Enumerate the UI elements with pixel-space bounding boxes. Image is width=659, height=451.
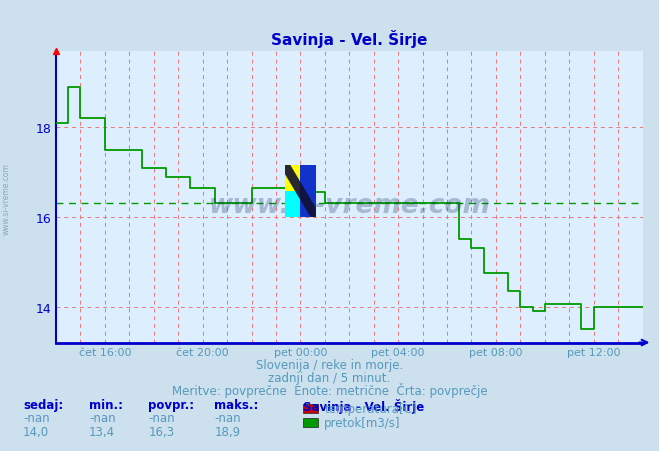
Polygon shape [285,166,316,217]
Text: maks.:: maks.: [214,398,258,411]
Text: 13,4: 13,4 [89,425,115,438]
Text: -nan: -nan [89,411,115,424]
Polygon shape [285,192,301,217]
Text: Savinja - Vel. Širje: Savinja - Vel. Širje [303,398,424,413]
Text: 16,3: 16,3 [148,425,175,438]
Text: -nan: -nan [214,411,241,424]
Text: www.si-vreme.com: www.si-vreme.com [208,193,490,219]
Title: Savinja - Vel. Širje: Savinja - Vel. Širje [271,30,428,48]
Text: -nan: -nan [23,411,49,424]
Text: -nan: -nan [148,411,175,424]
Polygon shape [301,166,316,217]
Text: temperatura[C]: temperatura[C] [324,403,416,415]
Text: Meritve: povprečne  Enote: metrične  Črta: povprečje: Meritve: povprečne Enote: metrične Črta:… [172,382,487,397]
Text: zadnji dan / 5 minut.: zadnji dan / 5 minut. [268,371,391,384]
Text: min.:: min.: [89,398,123,411]
Text: Slovenija / reke in morje.: Slovenija / reke in morje. [256,359,403,372]
Text: 14,0: 14,0 [23,425,49,438]
Text: sedaj:: sedaj: [23,398,63,411]
Text: povpr.:: povpr.: [148,398,194,411]
Text: 18,9: 18,9 [214,425,241,438]
Text: www.si-vreme.com: www.si-vreme.com [1,162,11,235]
Polygon shape [285,166,301,192]
Text: pretok[m3/s]: pretok[m3/s] [324,416,401,429]
